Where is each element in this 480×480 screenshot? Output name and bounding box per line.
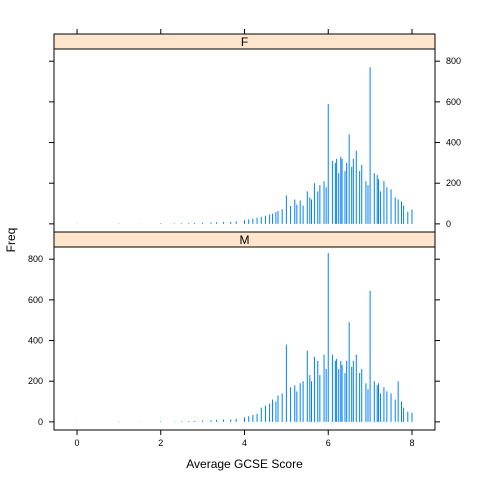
strip-label-bottom: M	[240, 233, 250, 247]
y-tick-label-1-4: 800	[28, 254, 43, 264]
y-axis-title: Freq	[4, 228, 18, 253]
bars-top	[76, 67, 413, 224]
x-tick-label-2: 4	[242, 438, 247, 448]
y-tick-label-1-2: 400	[28, 336, 43, 346]
x-axis-title: Average GCSE Score	[186, 457, 303, 471]
y-axis-right-top: 0 200 400 600 800	[49, 56, 461, 229]
y-tick-label-0-0: 0	[446, 219, 451, 229]
y-tick-label-1-1: 200	[28, 376, 43, 386]
y-tick-label-0-2: 400	[446, 138, 461, 148]
x-axis: 0 2 4 6 8	[75, 29, 414, 448]
y-tick-label-1-0: 0	[38, 417, 43, 427]
plot-area-top	[53, 48, 436, 233]
bars-bottom	[76, 253, 413, 422]
x-tick-label-3: 6	[326, 438, 331, 448]
panel-top: F 0 200 400 600 800	[49, 33, 461, 233]
y-tick-label-0-3: 600	[446, 97, 461, 107]
x-tick-label-0: 0	[75, 438, 80, 448]
x-tick-label-4: 8	[409, 438, 414, 448]
panel-bottom: M 0 200 400 600 800	[28, 231, 440, 431]
y-tick-label-1-3: 600	[28, 295, 43, 305]
y-tick-label-0-4: 800	[446, 56, 461, 66]
y-tick-label-0-1: 200	[446, 178, 461, 188]
plot-area-bottom	[53, 246, 436, 431]
x-tick-label-1: 2	[158, 438, 163, 448]
strip-label-top: F	[241, 35, 248, 49]
y-axis-left-bottom: 0 200 400 600 800	[28, 254, 440, 427]
